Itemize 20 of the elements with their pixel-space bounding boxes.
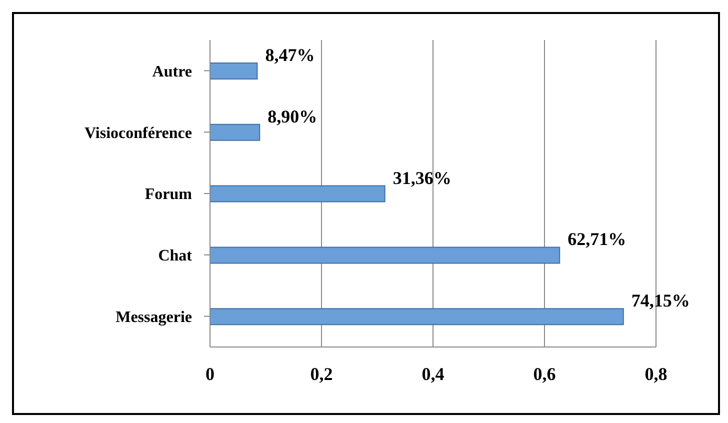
bar: [210, 124, 260, 141]
bar: [210, 185, 386, 202]
x-tick-label: 0,2: [310, 364, 333, 384]
y-tick-label: Visioconférence: [84, 124, 192, 142]
bar: [210, 62, 258, 80]
bar: [210, 308, 624, 326]
x-tick-label: 0,8: [644, 364, 668, 384]
data-label: 74,15%: [631, 290, 690, 311]
y-tick-label: Messagerie: [116, 308, 192, 326]
x-tick-label: 0,4: [422, 364, 444, 384]
x-tick-label: 0,6: [533, 364, 556, 384]
y-tick-label: Autre: [152, 63, 192, 80]
y-tick-label: Forum: [144, 186, 193, 204]
data-label: 62,71%: [568, 229, 626, 250]
x-tick-label: 0: [206, 364, 214, 384]
bar: [210, 246, 560, 264]
data-label: 31,36%: [392, 168, 452, 188]
data-label: 8,47%: [265, 45, 315, 65]
data-label: 8,90%: [268, 106, 318, 126]
y-tick-label: Chat: [158, 248, 193, 265]
